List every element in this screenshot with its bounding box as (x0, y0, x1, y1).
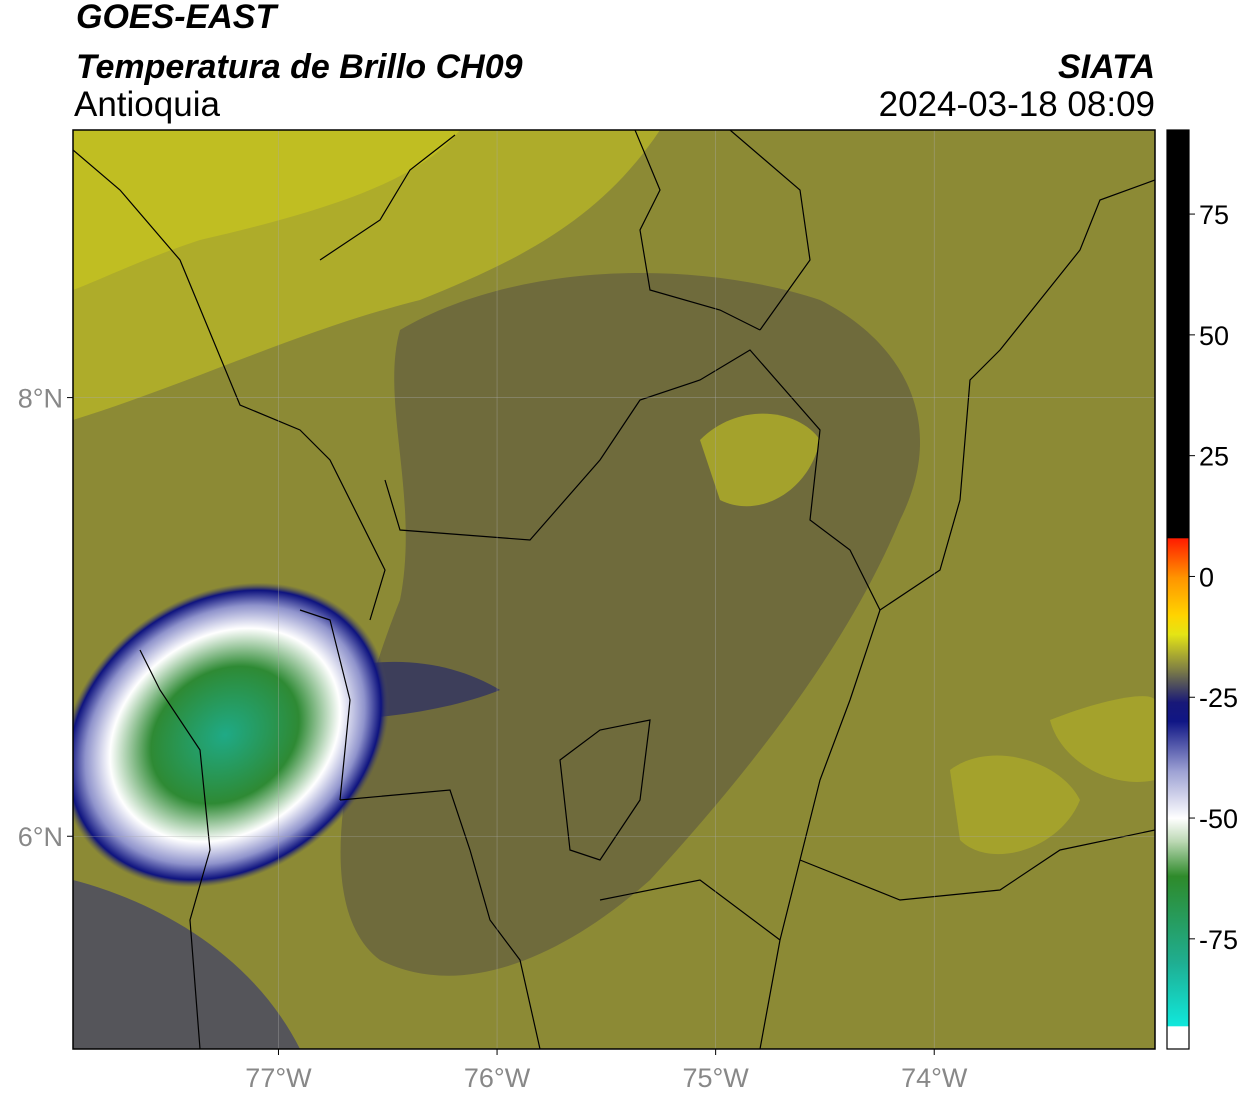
grid: 77°W 76°W 75°W 74°W 6°N 8°N (18, 130, 1155, 1093)
timestamp: 2024-03-18 08:09 (879, 85, 1155, 124)
y-tick-label: 8°N (18, 384, 63, 414)
colorbar: -75 -50 -25 0 25 50 75 (1166, 129, 1238, 1050)
x-tick-label: 77°W (245, 1063, 312, 1093)
colorbar-tick-label: -50 (1199, 804, 1238, 834)
colorbar-segment (1167, 818, 1189, 843)
colorbar-segment (1167, 962, 1189, 1027)
satellite: GOES-EAST (76, 0, 279, 36)
colorbar-tick-label: 50 (1199, 321, 1229, 351)
colorbar-segment (1167, 721, 1189, 771)
colorbar-segment (1167, 576, 1189, 616)
colorbar-frame (1166, 129, 1190, 1050)
map-frame (72, 129, 1156, 1050)
colorbar-segment (1167, 615, 1189, 635)
colorbar-segment (1167, 130, 1189, 539)
colorbar-segment (1167, 769, 1189, 819)
colorbar-tick-label: 75 (1199, 200, 1229, 230)
colorbar-segment (1167, 634, 1189, 674)
region: Antioquia (74, 85, 220, 124)
y-tick-label: 6°N (18, 822, 63, 852)
x-tick-label: 74°W (901, 1063, 968, 1093)
colorbar-segment (1167, 702, 1189, 722)
colorbar-tick-label: -25 (1199, 683, 1238, 713)
colorbar-segment (1167, 537, 1189, 577)
colorbar-segment (1167, 673, 1189, 703)
colorbar-tick-label: -75 (1199, 925, 1238, 955)
colorbar-tick-label: 0 (1199, 562, 1214, 592)
colorbar-segment (1167, 876, 1189, 964)
colorbar-segment (1167, 1025, 1189, 1050)
map-image (73, 130, 1155, 1049)
colorbar-segment (1167, 842, 1189, 877)
x-tick-label: 75°W (682, 1063, 749, 1093)
agency: SIATA (1058, 48, 1155, 86)
product: Temperatura de Brillo CH09 (76, 48, 523, 86)
colorbar-tick-label: 25 (1199, 442, 1229, 472)
x-tick-label: 76°W (464, 1063, 531, 1093)
